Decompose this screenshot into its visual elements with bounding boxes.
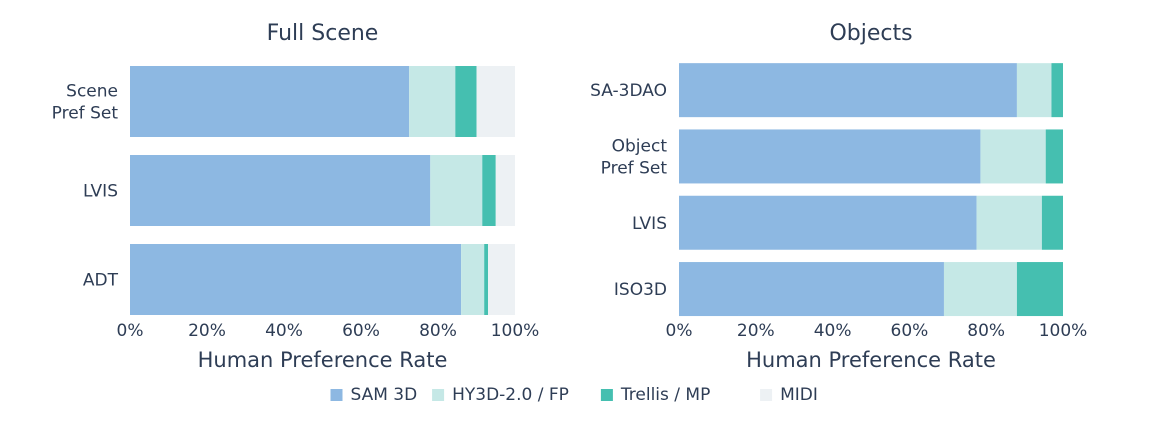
x-tick-label-full-scene-40: 40% xyxy=(265,321,303,341)
bar-full-scene-adt-trellis-mp xyxy=(484,244,489,315)
bar-full-scene-adt-midi xyxy=(488,244,515,315)
bar-objects-iso3d-hy3d-2-0-fp xyxy=(943,262,1017,317)
bar-full-scene-adt-hy3d-2-0-fp xyxy=(461,244,485,315)
x-tick-label-objects-40: 40% xyxy=(814,321,852,341)
bar-full-scene-lvis-hy3d-2-0-fp xyxy=(430,155,483,226)
bar-objects-lvis-sam-3d xyxy=(679,195,977,250)
legend-label-sam-3d: SAM 3D xyxy=(351,385,418,405)
bar-objects-lvis-trellis-mp xyxy=(1041,195,1063,250)
bar-objects-sa-3dao-sam-3d xyxy=(679,63,1017,118)
category-label-object-pref-set: Object Pref Set xyxy=(601,136,668,178)
legend-swatch-sam-3d xyxy=(330,389,343,401)
x-tick-label-objects-100: 100% xyxy=(1039,321,1088,341)
full-scene-title: Full Scene xyxy=(267,21,379,46)
x-tick-label-full-scene-100: 100% xyxy=(491,321,540,341)
legend-swatch-midi xyxy=(760,389,773,401)
legend-label-midi: MIDI xyxy=(780,385,818,405)
full-scene-panel: Full Scene Scene Pref Set LVIS ADT 0% 20% 40% 60… xyxy=(52,21,540,372)
category-label-line: LVIS xyxy=(83,182,118,202)
legend-swatch-hy3d-2-0-fp xyxy=(432,389,445,401)
category-label-line: Object xyxy=(612,136,668,156)
x-tick-label-full-scene-80: 80% xyxy=(419,321,457,341)
bar-full-scene-scene-pref-set-midi xyxy=(476,66,515,137)
bar-objects-object-pref-set-sam-3d xyxy=(679,129,981,184)
category-label-line: SA-3DAO xyxy=(590,81,667,101)
bar-objects-object-pref-set-hy3d-2-0-fp xyxy=(980,129,1046,184)
category-label-line: Pref Set xyxy=(52,104,119,124)
category-label-adt: ADT xyxy=(83,271,119,291)
legend: SAM 3D HY3D-2.0 / FP Trellis / MP MIDI xyxy=(330,385,818,405)
x-tick-label-full-scene-0: 0% xyxy=(117,321,144,341)
bar-full-scene-lvis-sam-3d xyxy=(130,155,431,226)
legend-label-hy3d-2-0-fp: HY3D-2.0 / FP xyxy=(452,385,569,405)
category-label-line: Scene xyxy=(66,82,118,102)
x-tick-label-full-scene-60: 60% xyxy=(342,321,380,341)
category-label-line: Pref Set xyxy=(601,158,668,178)
category-label-line: ISO3D xyxy=(614,280,667,300)
x-tick-label-full-scene-20: 20% xyxy=(188,321,226,341)
bar-full-scene-scene-pref-set-trellis-mp xyxy=(455,66,477,137)
objects-title: Objects xyxy=(829,21,912,46)
category-label-sa-3dao: SA-3DAO xyxy=(590,81,667,101)
x-tick-label-objects-20: 20% xyxy=(737,321,775,341)
category-label-line: ADT xyxy=(83,271,119,291)
objects-x-axis-label: Human Preference Rate xyxy=(746,348,996,372)
objects-panel: Objects SA-3DAO Object Pref Set LVIS ISO3D 0% 2… xyxy=(590,21,1087,372)
full-scene-x-axis-label: Human Preference Rate xyxy=(198,348,448,372)
legend-label-trellis-mp: Trellis / MP xyxy=(620,385,710,405)
category-label-lvis: LVIS xyxy=(632,214,667,234)
bar-full-scene-adt-sam-3d xyxy=(130,244,462,315)
x-tick-label-objects-0: 0% xyxy=(666,321,693,341)
category-label-line: LVIS xyxy=(632,214,667,234)
bar-full-scene-lvis-trellis-mp xyxy=(482,155,496,226)
legend-swatch-trellis-mp xyxy=(600,389,613,401)
bar-full-scene-lvis-midi xyxy=(495,155,515,226)
bar-objects-object-pref-set-trellis-mp xyxy=(1045,129,1063,184)
bar-full-scene-scene-pref-set-hy3d-2-0-fp xyxy=(409,66,456,137)
bar-objects-iso3d-trellis-mp xyxy=(1016,262,1063,317)
bar-objects-iso3d-sam-3d xyxy=(679,262,944,317)
category-label-lvis: LVIS xyxy=(83,182,118,202)
bar-objects-sa-3dao-trellis-mp xyxy=(1051,63,1063,118)
bar-objects-sa-3dao-hy3d-2-0-fp xyxy=(1016,63,1052,118)
bar-full-scene-scene-pref-set-sam-3d xyxy=(130,66,410,137)
x-tick-label-objects-60: 60% xyxy=(891,321,929,341)
bar-objects-lvis-hy3d-2-0-fp xyxy=(976,195,1042,250)
category-label-iso3d: ISO3D xyxy=(614,280,667,300)
x-tick-label-objects-80: 80% xyxy=(967,321,1005,341)
category-label-scene-pref-set: Scene Pref Set xyxy=(52,82,119,124)
